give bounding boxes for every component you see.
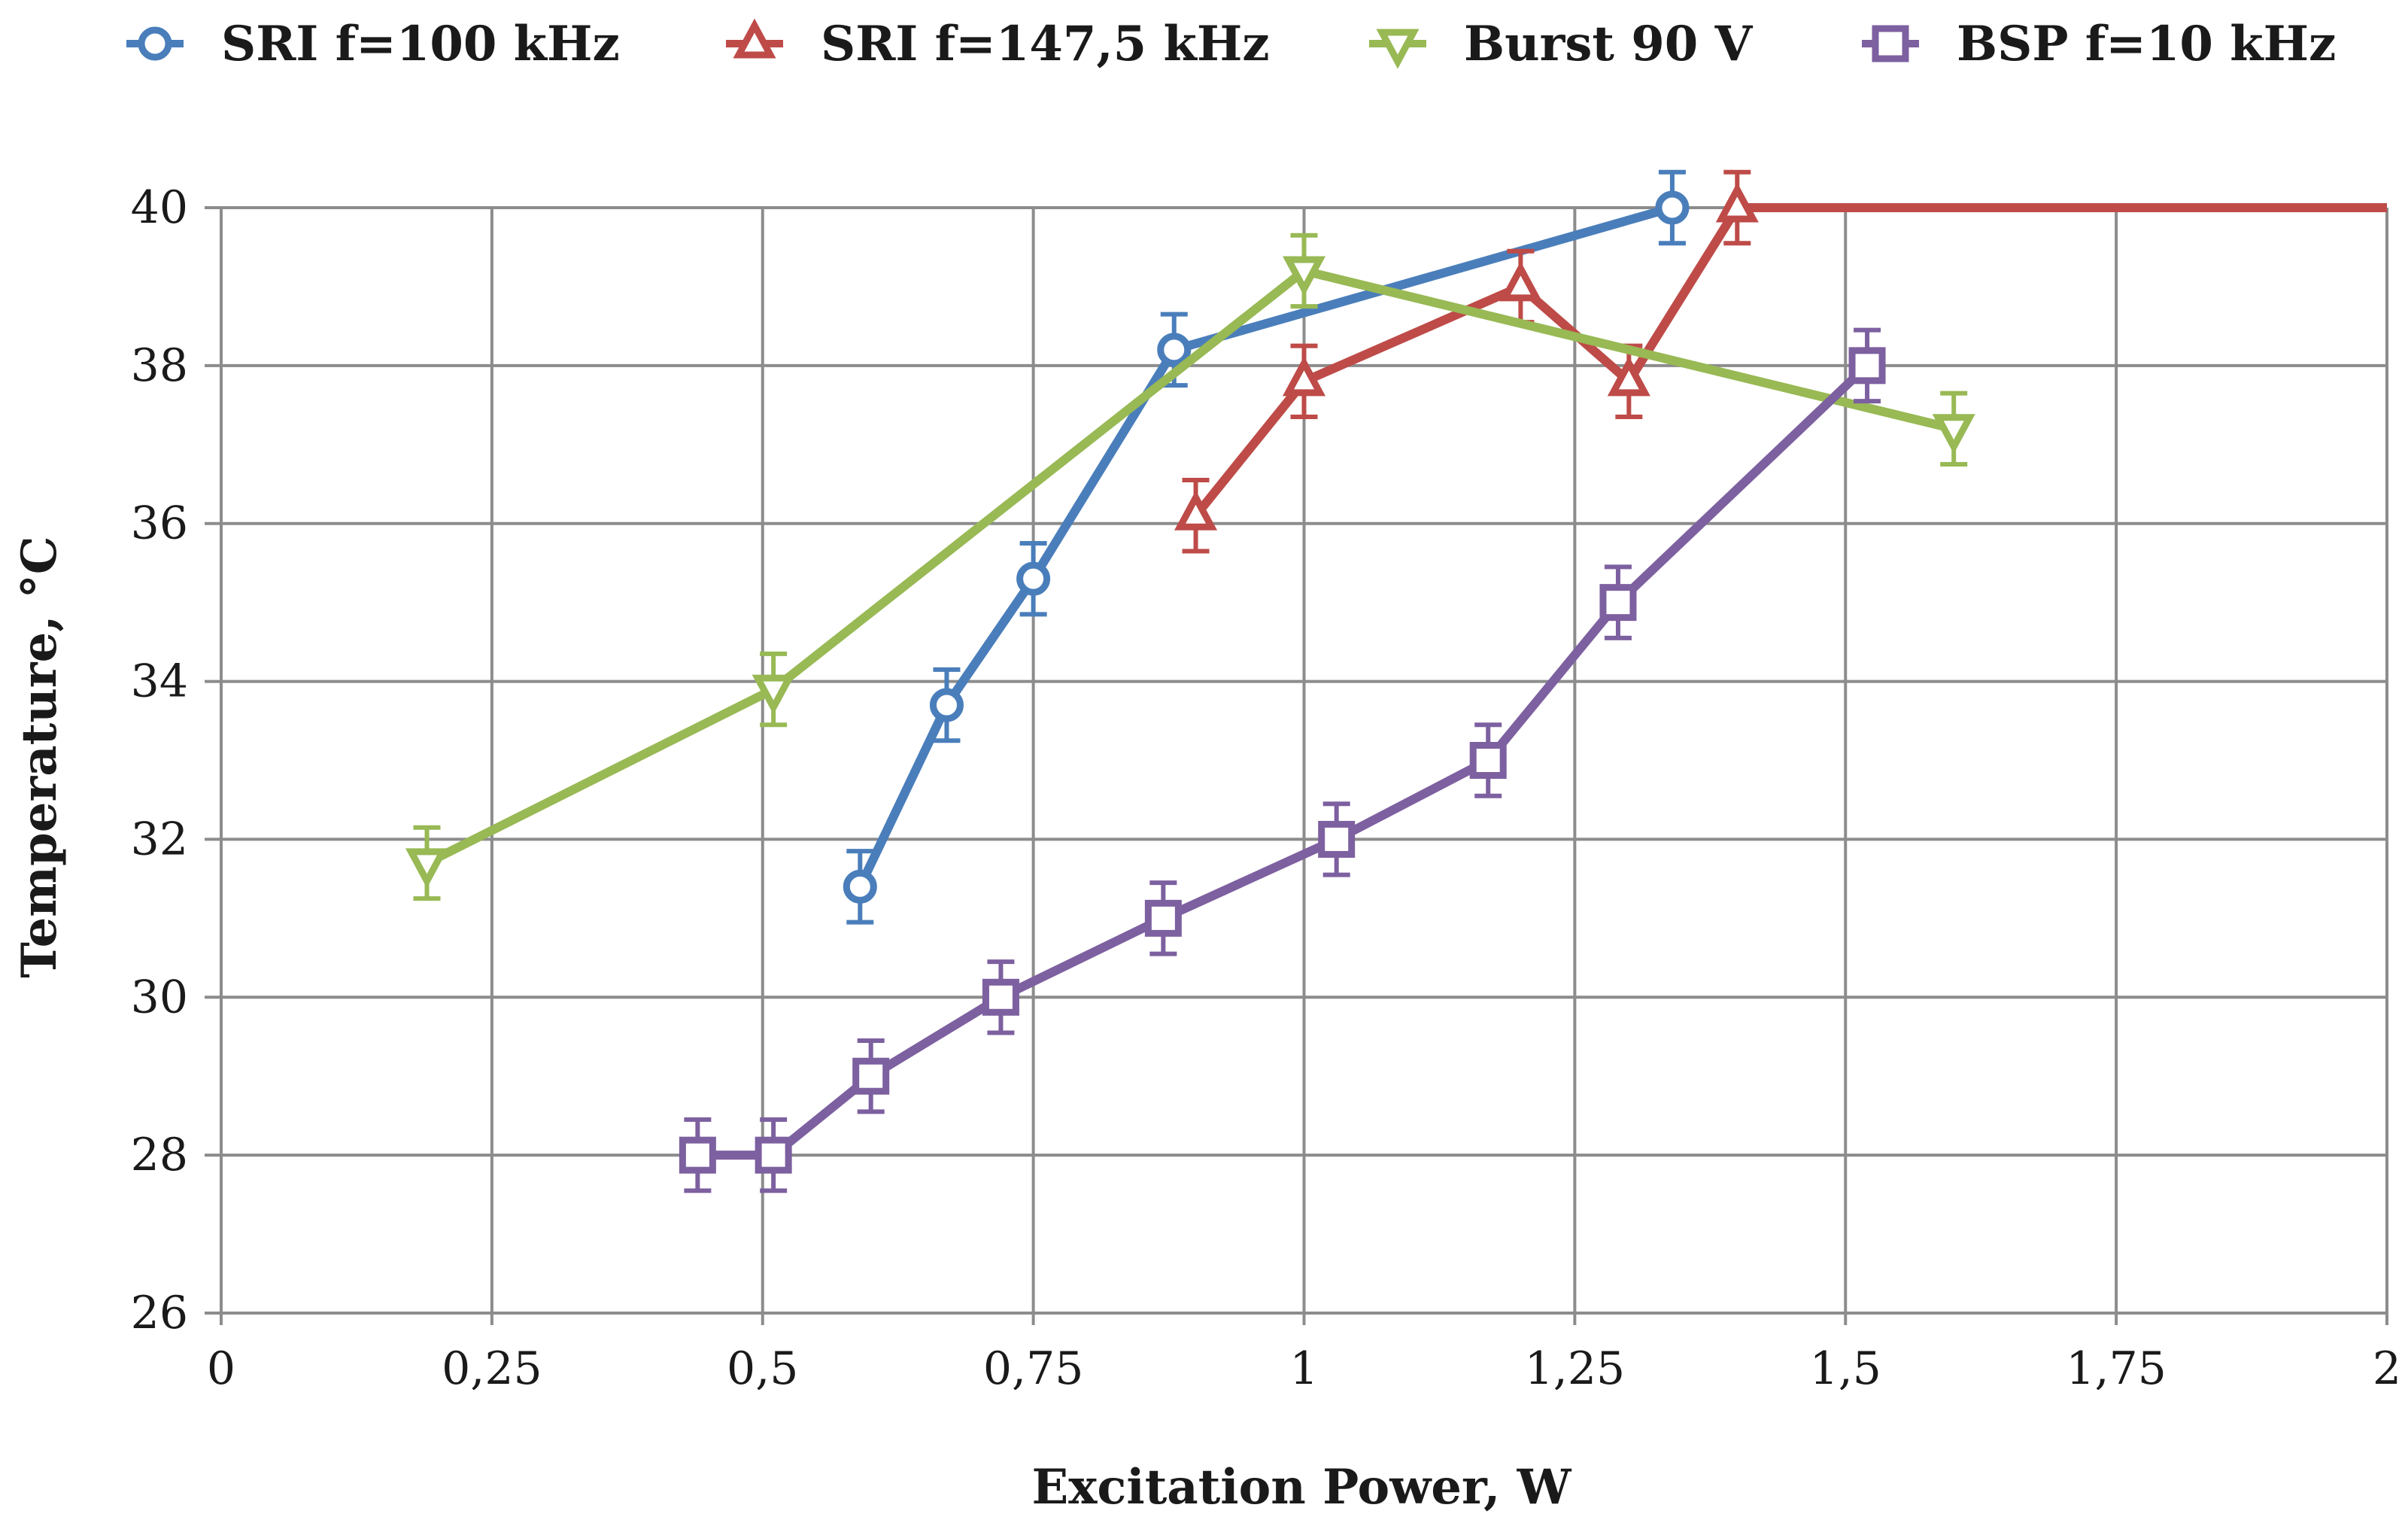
series-line: [424, 266, 1955, 868]
data-point: [843, 869, 877, 904]
legend-marker: [138, 26, 172, 61]
x-tick-label: 1: [1289, 1342, 1318, 1395]
data-point: [1016, 561, 1051, 596]
data-point: [1932, 414, 1975, 454]
legend-label: SRI f=100 kHz: [221, 16, 620, 72]
series-line: [697, 362, 1871, 1160]
data-point: [1499, 261, 1542, 302]
y-tick-label: 40: [131, 181, 188, 234]
legend-label: BSP f=10 kHz: [1957, 16, 2336, 72]
data-point: [1174, 490, 1218, 530]
x-tick-label: 2: [2373, 1342, 2401, 1395]
axes: 26 28 30 32 34 36 38 40 0 0,25 0,5 0,75 1 1,25 1,5 1,75…: [131, 181, 2401, 1395]
y-tick-label: 34: [131, 655, 188, 708]
series-2: [405, 233, 1975, 901]
data-point: [1144, 899, 1182, 937]
legend-marker: [1872, 25, 1909, 62]
x-tick-label: 0,75: [983, 1342, 1084, 1395]
legend-label: SRI f=147,5 kHz: [821, 16, 1270, 72]
legend-marker: [733, 18, 776, 59]
data-point: [405, 848, 449, 889]
y-tick-label: 38: [131, 339, 188, 392]
x-tick-label: 1,5: [1810, 1342, 1881, 1395]
data-point: [1848, 347, 1886, 385]
data-point: [982, 978, 1019, 1016]
x-tick-label: 1,25: [1525, 1342, 1626, 1395]
y-tick-label: 26: [131, 1287, 188, 1339]
legend-item: SRI f=100 kHz: [126, 16, 620, 72]
y-tick-label: 28: [131, 1129, 188, 1181]
y-axis-title: Temperature, °C: [11, 536, 68, 977]
legend-item: Burst 90 V: [1369, 16, 1754, 72]
series-layer: [405, 169, 2387, 1193]
x-tick-label: 0: [207, 1342, 235, 1395]
data-point: [1318, 820, 1356, 858]
data-point: [1715, 182, 1759, 223]
legend-item: BSP f=10 kHz: [1862, 16, 2336, 72]
data-point: [752, 674, 795, 715]
data-point: [1469, 742, 1507, 779]
legend-marker: [1376, 29, 1420, 69]
legend-label: Burst 90 V: [1464, 16, 1754, 72]
y-tick-label: 32: [131, 813, 188, 865]
grid: [220, 206, 2388, 1315]
x-tick-label: 1,75: [2066, 1342, 2167, 1395]
data-point: [1282, 256, 1326, 296]
data-point: [679, 1136, 716, 1174]
data-point: [929, 688, 964, 722]
x-axis-title: Excitation Power, W: [1031, 1459, 1571, 1515]
y-tick-label: 30: [131, 971, 188, 1023]
series-line: [1192, 203, 2387, 518]
data-point: [1282, 356, 1326, 397]
data-point: [1655, 190, 1690, 225]
series-0: [843, 169, 1690, 925]
legend: SRI f=100 kHz SRI f=147,5 kHz Burst 90 V BS…: [126, 16, 2336, 72]
x-tick-label: 0,25: [442, 1342, 542, 1395]
y-tick-label: 36: [131, 497, 188, 550]
series-1: [1174, 169, 2387, 554]
data-point: [1607, 356, 1650, 397]
legend-item: SRI f=147,5 kHz: [726, 16, 1270, 72]
data-point: [1599, 584, 1637, 622]
data-point: [1157, 333, 1192, 367]
data-point: [852, 1057, 890, 1095]
x-tick-label: 0,5: [727, 1342, 798, 1395]
data-point: [755, 1136, 792, 1174]
series-3: [679, 327, 1886, 1193]
